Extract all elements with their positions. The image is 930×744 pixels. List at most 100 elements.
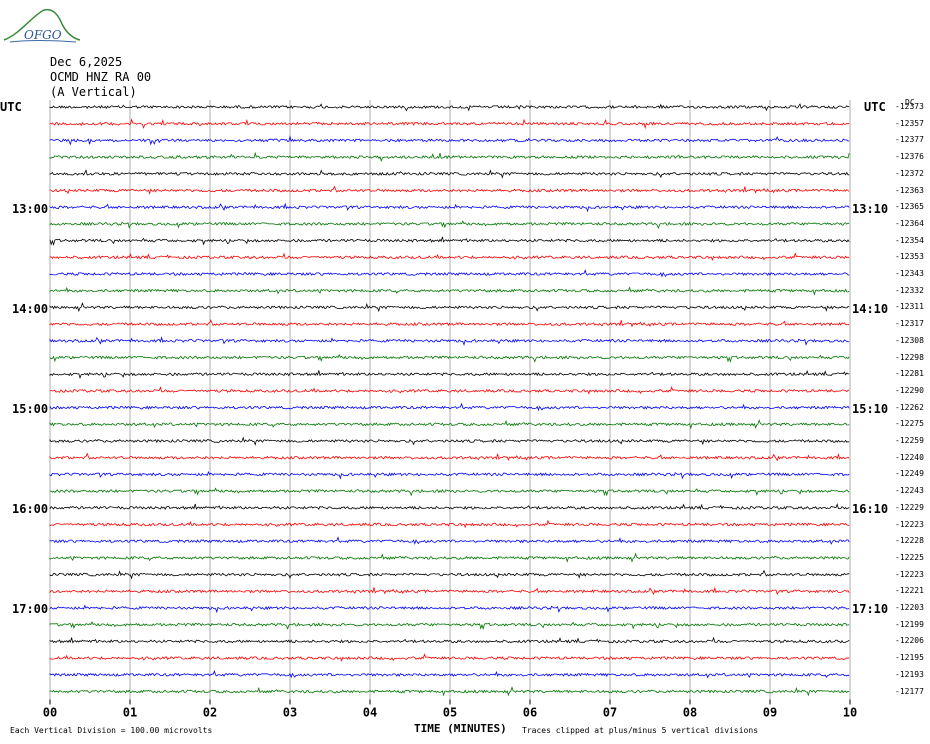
trace-line	[49, 402, 850, 412]
x-tick-label: 04	[363, 706, 377, 720]
trace-line	[49, 653, 850, 662]
trace-line	[49, 386, 850, 395]
trace-line	[49, 669, 850, 679]
right-hour-label: 17:10	[852, 602, 889, 616]
ofgo-logo	[3, 8, 81, 43]
dc-offset-label: -12221	[895, 586, 924, 596]
trace-line	[49, 202, 850, 213]
trace-line	[49, 503, 850, 511]
dc-offset-label: -12262	[895, 402, 924, 412]
x-tick-label: 01	[123, 706, 137, 720]
dc-offset-label: -12354	[895, 235, 924, 245]
dc-offset-label: -12290	[895, 385, 924, 395]
x-tick-label: 06	[523, 706, 537, 720]
trace-line	[49, 536, 850, 545]
trace-line	[49, 586, 850, 596]
logo-text: OFGO	[24, 28, 62, 42]
trace-line	[49, 252, 850, 262]
dc-offset-label: -12332	[895, 285, 924, 295]
dc-offset-label: -12228	[895, 536, 924, 546]
trace-line	[49, 436, 850, 446]
station-code: OCMD HNZ RA 00	[50, 70, 152, 84]
x-tick-label: 03	[283, 706, 297, 720]
dc-offset-label: -12364	[895, 218, 924, 228]
trace-line	[49, 604, 850, 614]
x-tick-label: 07	[603, 706, 617, 720]
dc-offset-label: -12298	[895, 352, 924, 362]
trace-line	[49, 103, 850, 112]
trace-line	[49, 569, 850, 580]
trace-line	[49, 452, 850, 462]
dc-offset-label: -12225	[895, 552, 924, 562]
trace-line	[49, 135, 850, 146]
trace-line	[49, 336, 850, 347]
dc-offset-label: -12249	[895, 469, 924, 479]
trace-line	[49, 686, 850, 697]
dc-tag: DC	[905, 98, 915, 107]
x-tick-label: 09	[763, 706, 777, 720]
dc-offset-label: -12206	[895, 636, 924, 646]
dc-offset-label: -12365	[895, 202, 924, 212]
dc-offset-label: -12308	[895, 335, 924, 345]
record-date: Dec 6,2025	[50, 55, 123, 69]
left-utc-label: UTC	[0, 100, 22, 114]
trace-line	[49, 169, 850, 179]
trace-line	[49, 353, 850, 363]
right-hour-label: 16:10	[852, 502, 889, 516]
seismic-traces	[49, 103, 850, 697]
dc-offset-label: -12376	[895, 152, 924, 162]
trace-line	[49, 236, 850, 246]
left-hour-label: 14:00	[12, 302, 49, 316]
dc-offset-label: -12223	[895, 519, 924, 529]
scale-note: Each Vertical Division = 100.00 microvol…	[10, 726, 213, 735]
trace-line	[49, 519, 850, 529]
trace-line	[49, 220, 850, 230]
clip-note: Traces clipped at plus/minus 5 vertical …	[522, 726, 759, 735]
right-hour-label: 13:10	[852, 202, 889, 216]
dc-offset-label: -12177	[895, 686, 924, 696]
left-hour-label: 15:00	[12, 402, 49, 416]
trace-line	[49, 151, 850, 162]
dc-offset-label: -12229	[895, 502, 924, 512]
left-hour-label: 16:00	[12, 502, 49, 516]
dc-offset-label: -12195	[895, 653, 924, 663]
right-utc-label: UTC	[864, 100, 886, 114]
dc-offset-label: -12311	[895, 302, 924, 312]
x-axis-title: TIME (MINUTES)	[414, 722, 507, 735]
trace-line	[49, 636, 850, 644]
dc-offset-label: -12240	[895, 452, 924, 462]
trace-line	[49, 269, 850, 278]
x-tick-label: 08	[683, 706, 697, 720]
trace-line	[49, 621, 850, 631]
dc-offset-label: -12363	[895, 185, 924, 195]
x-tick-label: 02	[203, 706, 217, 720]
x-axis-ticks: 00 01 02 03 04 05 06 07 08 09 10	[43, 699, 857, 720]
left-hour-label: 17:00	[12, 602, 49, 616]
right-hour-label: 15:10	[852, 402, 889, 416]
dc-offset-label: -12193	[895, 669, 924, 679]
component-label: (A Vertical)	[50, 85, 137, 99]
dc-offset-label: -12275	[895, 419, 924, 429]
dc-offset-label: -12377	[895, 135, 924, 145]
trace-line	[49, 369, 850, 380]
dc-offset-label: -12353	[895, 252, 924, 262]
dc-offset-label: -12223	[895, 569, 924, 579]
dc-offset-label: -12372	[895, 168, 924, 178]
dc-offset-label: -12281	[895, 369, 924, 379]
trace-line	[49, 118, 850, 130]
trace-line	[49, 185, 850, 195]
left-hour-label: 13:00	[12, 202, 49, 216]
trace-line	[49, 487, 850, 497]
dc-offset-label: -12203	[895, 603, 924, 612]
trace-line	[49, 302, 850, 313]
time-grid	[49, 100, 851, 700]
trace-line	[49, 319, 850, 328]
trace-line	[49, 470, 850, 480]
dc-offset-label: -12199	[895, 619, 924, 629]
x-tick-label: 05	[443, 706, 457, 720]
dc-offset-label: -12373	[895, 102, 924, 111]
trace-line	[49, 552, 850, 563]
dc-offset-label: -12317	[895, 319, 924, 329]
right-hour-label: 14:10	[852, 302, 889, 316]
dc-offset-label: -12243	[895, 486, 924, 496]
